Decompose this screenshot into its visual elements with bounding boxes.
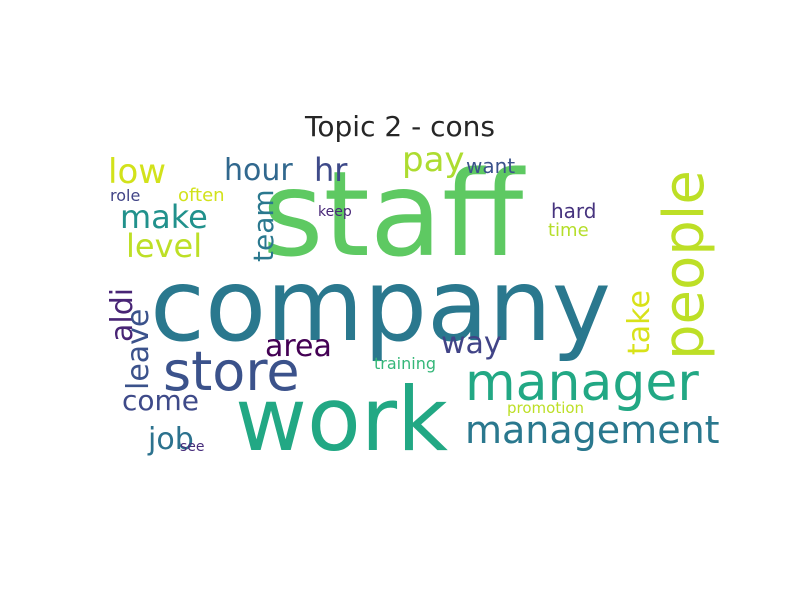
word-staff: staff <box>262 145 526 283</box>
word-people: people <box>652 170 717 360</box>
word-aldi: aldi <box>105 288 140 342</box>
word-company: company <box>150 247 611 364</box>
word-manager: manager <box>465 353 699 413</box>
word-want: want <box>466 154 515 178</box>
word-job: job <box>147 422 194 457</box>
word-see: see <box>180 439 205 455</box>
word-take: take <box>622 290 657 355</box>
word-time: time <box>548 220 589 241</box>
word-make: make <box>120 198 208 236</box>
word-promotion: promotion <box>507 399 584 417</box>
word-role: role <box>110 186 140 205</box>
word-come: come <box>122 384 199 417</box>
chart-title: Topic 2 - cons <box>305 110 495 143</box>
word-low: low <box>108 152 166 192</box>
word-often: often <box>178 185 225 206</box>
word-hard: hard <box>551 199 597 223</box>
word-hour: hour <box>224 153 293 188</box>
word-area: area <box>265 329 332 364</box>
word-keep: keep <box>318 204 352 220</box>
word-management: management <box>465 408 720 452</box>
word-hr: hr <box>314 151 348 189</box>
word-training: training <box>374 354 436 373</box>
word-level: level <box>126 227 202 265</box>
word-leave: leave <box>121 309 156 390</box>
word-work: work <box>235 368 448 471</box>
word-way: way <box>441 326 502 361</box>
word-team: team <box>247 189 280 262</box>
word-store: store <box>163 340 300 403</box>
word-pay: pay <box>402 140 465 180</box>
